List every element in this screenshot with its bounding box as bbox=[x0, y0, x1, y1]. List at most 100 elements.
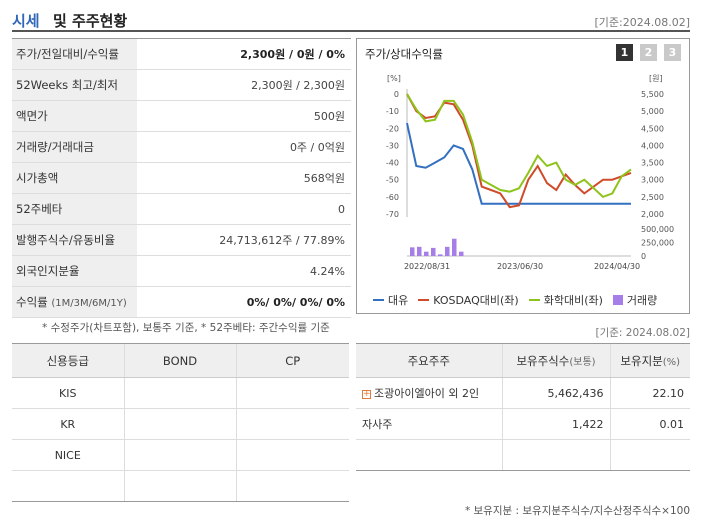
legend-line-icon bbox=[373, 299, 384, 301]
right-tick-label: 5,000 bbox=[641, 107, 664, 116]
volume-bar bbox=[452, 238, 457, 256]
section-title-quote: 시세 bbox=[12, 12, 40, 30]
right-tick-label: 3,500 bbox=[641, 159, 664, 168]
holders-reference-date: [기준: 2024.08.02] bbox=[595, 327, 690, 339]
rating-agency: KIS bbox=[12, 377, 124, 409]
credit-header: 신용등급 bbox=[12, 343, 124, 378]
section-title-holders: 및 주주현황 bbox=[53, 12, 128, 30]
quote-value-text: 500원 bbox=[313, 110, 345, 123]
volume-bar bbox=[438, 254, 443, 256]
quote-key-label: 액면가 bbox=[16, 109, 48, 123]
legend-item-kosdaq[interactable]: KOSDAQ대비(좌) bbox=[418, 292, 519, 308]
volume-bar bbox=[417, 246, 422, 256]
legend-square-icon bbox=[612, 295, 623, 305]
rating-cell bbox=[235, 377, 349, 409]
legend-item-volume[interactable]: 거래량 bbox=[612, 292, 657, 308]
right-tick-label: 5,500 bbox=[641, 90, 664, 99]
holder-stake: 0.01 bbox=[609, 408, 690, 440]
volume-bar bbox=[410, 247, 415, 256]
quote-key: 주가/전일대비/수익률 bbox=[12, 38, 137, 70]
holder-name-label: 조광아이엘아이 외 2인 bbox=[374, 387, 480, 400]
chart-tab-1[interactable]: 1 bbox=[616, 44, 633, 61]
holder-name[interactable]: + 조광아이엘아이 외 2인 bbox=[356, 377, 502, 409]
quote-key: 시가총액 bbox=[12, 162, 137, 194]
quote-row: 액면가 500원 bbox=[12, 100, 351, 132]
right-tick-label: 4,500 bbox=[641, 124, 664, 133]
stake-header-label: 보유지분 bbox=[620, 353, 663, 368]
table-row: 자사주 1,422 0.01 bbox=[356, 408, 690, 440]
quote-row: 외국인지분율 4.24% bbox=[12, 255, 351, 287]
quote-key: 거래량/거래대금 bbox=[12, 131, 137, 163]
quote-table: 주가/전일대비/수익률 2,300원 / 0원 / 0% 52Weeks 최고/최저… bbox=[12, 38, 351, 318]
table-row bbox=[356, 439, 690, 471]
left-tick-label: -10 bbox=[386, 107, 399, 116]
quote-value-text: 0 bbox=[338, 202, 345, 216]
quote-value: 0%/ 0%/ 0%/ 0% bbox=[137, 286, 351, 318]
chart-title: 주가/상대수익률 bbox=[365, 47, 443, 61]
quote-value: 0주 / 0억원 bbox=[137, 131, 351, 163]
stake-header-sub: (%) bbox=[662, 356, 681, 368]
legend-item-daeyu[interactable]: 대유 bbox=[373, 292, 408, 308]
series-line-2 bbox=[406, 93, 632, 199]
left-tick-label: -40 bbox=[386, 159, 399, 168]
quote-value: 4.24% bbox=[137, 255, 351, 287]
holder-shares: 1,422 bbox=[501, 408, 610, 440]
table-row: KR bbox=[12, 408, 349, 440]
quote-row: 수익률 (1M/3M/6M/1Y) 0%/ 0%/ 0%/ 0% bbox=[12, 286, 351, 318]
volume-tick-label: 0 bbox=[641, 252, 646, 261]
chart-tab-2[interactable]: 2 bbox=[640, 44, 657, 61]
shares-header: 보유주식수(보통) bbox=[501, 343, 610, 378]
volume-bar bbox=[431, 247, 436, 256]
volume-bar bbox=[445, 246, 450, 256]
rating-agency: KR bbox=[12, 408, 124, 440]
left-tick-label: -60 bbox=[386, 193, 399, 202]
rating-cell bbox=[235, 470, 349, 502]
holder-shares bbox=[501, 439, 610, 471]
quote-key: 수익률 (1M/3M/6M/1Y) bbox=[12, 286, 137, 318]
right-unit-label: [원] bbox=[649, 74, 663, 83]
quote-footnote: * 수정주가(차트포함), 보통주 기준, * 52주베타: 주간수익률 기준 bbox=[42, 322, 330, 334]
rating-agency: NICE bbox=[12, 439, 124, 471]
price-value: 2,300 bbox=[240, 48, 276, 61]
volume-bar bbox=[459, 251, 464, 256]
volume-bar bbox=[424, 251, 429, 256]
quote-value-text: 0주 / 0억원 bbox=[289, 141, 345, 154]
quote-value: 2,300원 / 2,300원 bbox=[137, 69, 351, 101]
expand-plus-icon[interactable]: + bbox=[362, 388, 371, 399]
quote-key-label: 시가총액 bbox=[16, 171, 59, 185]
credit-rating-table: 신용등급 BOND CP KIS KR NICE bbox=[12, 343, 349, 502]
cp-header: CP bbox=[235, 343, 349, 378]
chart-tab-3[interactable]: 3 bbox=[664, 44, 681, 61]
quote-key-label: 수익률 bbox=[16, 295, 48, 309]
left-tick-label: -30 bbox=[386, 141, 399, 150]
holder-stake: 22.10 bbox=[609, 377, 690, 409]
rating-cell bbox=[123, 439, 236, 471]
quote-row: 시가총액 568억원 bbox=[12, 162, 351, 194]
quote-key: 52주베타 bbox=[12, 193, 137, 225]
quote-value: 500원 bbox=[137, 100, 351, 132]
price-chart: [%] [원] 0 -10 -20 -30 -40 -50 -60 -70 5,500 5,000 4,… bbox=[386, 74, 674, 271]
stake-header: 보유지분(%) bbox=[609, 343, 690, 378]
holder-name bbox=[356, 439, 502, 471]
bond-header: BOND bbox=[123, 343, 236, 378]
rating-cell bbox=[123, 470, 236, 502]
legend-item-chemical[interactable]: 화학대비(좌) bbox=[528, 292, 603, 308]
left-tick-label: -50 bbox=[386, 176, 399, 185]
legend-label: 대유 bbox=[388, 294, 409, 307]
shares-header-sub: (보통) bbox=[569, 356, 596, 368]
rating-cell bbox=[235, 408, 349, 440]
table-row: KIS bbox=[12, 377, 349, 409]
quote-key-label: 외국인지분율 bbox=[16, 264, 80, 278]
quote-value-text: 4.24% bbox=[310, 264, 345, 278]
rating-cell bbox=[123, 408, 236, 440]
quote-value: 24,713,612주 / 77.89% bbox=[137, 224, 351, 256]
quote-value: 0 bbox=[137, 193, 351, 225]
volume-tick-label: 250,000 bbox=[641, 239, 674, 248]
x-tick-label: 2022/08/31 bbox=[404, 262, 450, 271]
holder-shares: 5,462,436 bbox=[501, 377, 610, 409]
right-tick-label: 4,000 bbox=[641, 141, 664, 150]
holder-name-label: 자사주 bbox=[362, 418, 393, 431]
quote-row: 거래량/거래대금 0주 / 0억원 bbox=[12, 131, 351, 163]
quote-key-label: 거래량/거래대금 bbox=[16, 140, 94, 154]
